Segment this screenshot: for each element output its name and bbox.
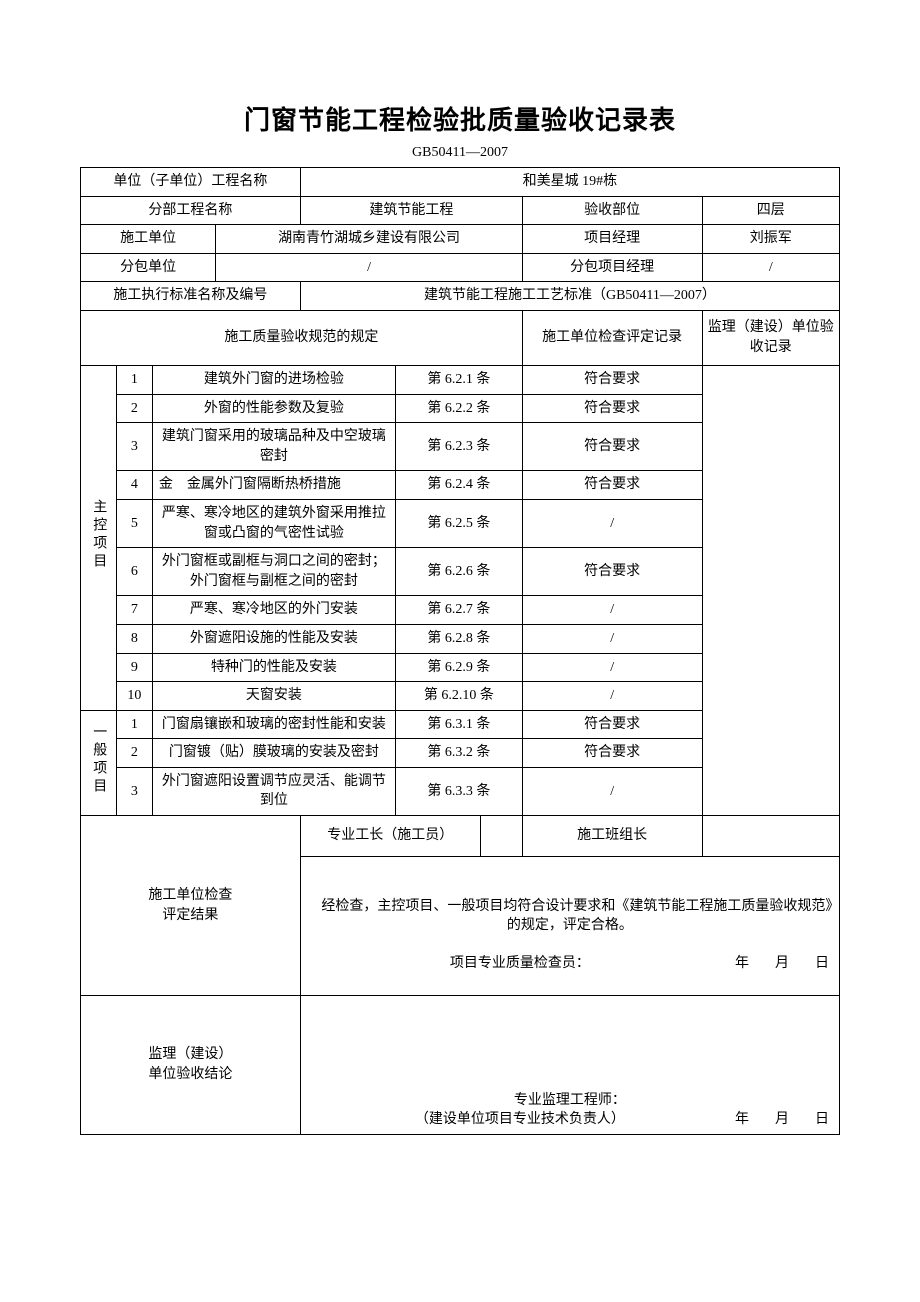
m4-result: 符合要求: [522, 471, 702, 500]
g3-desc: 外门窗遮阳设置调节应灵活、能调节到位: [152, 767, 395, 815]
sub-project-manager-label: 分包项目经理: [522, 253, 702, 282]
exec-standard-value: 建筑节能工程施工工艺标准（GB50411—2007）: [300, 282, 839, 311]
g3-result: /: [522, 767, 702, 815]
m6-desc: 外门窗框或副框与洞口之间的密封；外门窗框与副框之间的密封: [152, 548, 395, 596]
subcontractor-value: /: [216, 253, 523, 282]
supervision-signer2: （建设单位项目专业技术负责人）: [415, 1112, 625, 1127]
m6-result: 符合要求: [522, 548, 702, 596]
g3-clause: 第 6.3.3 条: [395, 767, 522, 815]
g1-no: 1: [116, 710, 152, 739]
eval-label-cell: 施工单位检查 评定结果: [81, 816, 301, 996]
m1-desc: 建筑外门窗的进场检验: [152, 365, 395, 394]
m7-no: 7: [116, 596, 152, 625]
m10-no: 10: [116, 682, 152, 711]
standard-code: GB50411—2007: [80, 145, 840, 161]
m9-desc: 特种门的性能及安装: [152, 653, 395, 682]
m5-result: /: [522, 499, 702, 547]
master-label: 主控项目: [81, 365, 117, 710]
construction-unit-label: 施工单位: [81, 225, 216, 254]
project-manager-label: 项目经理: [522, 225, 702, 254]
team-leader-value: [702, 816, 839, 857]
unit-project-name-label: 单位（子单位）工程名称: [81, 168, 301, 197]
g2-result: 符合要求: [522, 739, 702, 768]
m8-result: /: [522, 624, 702, 653]
m4-desc: 金 金属外门窗隔断热桥措施: [152, 471, 395, 500]
subcontractor-label: 分包单位: [81, 253, 216, 282]
m8-desc: 外窗遮阳设施的性能及安装: [152, 624, 395, 653]
eval-label-1: 施工单位检查: [85, 886, 296, 906]
m10-clause: 第 6.2.10 条: [395, 682, 522, 711]
m10-desc: 天窗安装: [152, 682, 395, 711]
m4-clause: 第 6.2.4 条: [395, 471, 522, 500]
sub-project-name-value: 建筑节能工程: [300, 196, 522, 225]
m5-desc: 严寒、寒冷地区的建筑外窗采用推拉窗或凸窗的气密性试验: [152, 499, 395, 547]
g2-clause: 第 6.3.2 条: [395, 739, 522, 768]
m4-no: 4: [116, 471, 152, 500]
m2-no: 2: [116, 394, 152, 423]
eval-date: 年 月 日: [735, 954, 835, 974]
m1-no: 1: [116, 365, 152, 394]
m10-result: /: [522, 682, 702, 711]
main-table: 单位（子单位）工程名称 和美星城 19#栋 分部工程名称 建筑节能工程 验收部位…: [80, 167, 840, 1135]
m2-clause: 第 6.2.2 条: [395, 394, 522, 423]
col-spec: 施工质量验收规范的规定: [81, 310, 523, 365]
supervision-signer1: 专业监理工程师：: [305, 1091, 835, 1111]
construction-unit-value: 湖南青竹湖城乡建设有限公司: [216, 225, 523, 254]
foreman-label: 专业工长（施工员）: [300, 816, 480, 857]
m5-clause: 第 6.2.5 条: [395, 499, 522, 547]
g1-desc: 门窗扇镶嵌和玻璃的密封性能和安装: [152, 710, 395, 739]
m9-clause: 第 6.2.9 条: [395, 653, 522, 682]
m3-desc: 建筑门窗采用的玻璃品种及中空玻璃密封: [152, 423, 395, 471]
supervision-label-cell: 监理（建设） 单位验收结论: [81, 996, 301, 1135]
m7-result: /: [522, 596, 702, 625]
supervision-label-1: 监理（建设）: [85, 1045, 296, 1065]
supervision-text-cell: 专业监理工程师： （建设单位项目专业技术负责人） 年 月 日: [300, 996, 839, 1135]
eval-text: 经检查，主控项目、一般项目均符合设计要求和《建筑节能工程施工质量验收规范》的规定…: [305, 897, 835, 936]
m7-desc: 严寒、寒冷地区的外门安装: [152, 596, 395, 625]
exec-standard-label: 施工执行标准名称及编号: [81, 282, 301, 311]
document-title: 门窗节能工程检验批质量验收记录表: [80, 100, 840, 137]
eval-text-cell: 经检查，主控项目、一般项目均符合设计要求和《建筑节能工程施工质量验收规范》的规定…: [300, 857, 839, 996]
m3-clause: 第 6.2.3 条: [395, 423, 522, 471]
m8-clause: 第 6.2.8 条: [395, 624, 522, 653]
m9-no: 9: [116, 653, 152, 682]
foreman-value: [480, 816, 522, 857]
acceptance-part-value: 四层: [702, 196, 839, 225]
g2-no: 2: [116, 739, 152, 768]
eval-label-2: 评定结果: [85, 906, 296, 926]
general-label: 一般项目: [81, 710, 117, 815]
sub-project-manager-value: /: [702, 253, 839, 282]
m9-result: /: [522, 653, 702, 682]
m6-no: 6: [116, 548, 152, 596]
sub-project-name-label: 分部工程名称: [81, 196, 301, 225]
m2-result: 符合要求: [522, 394, 702, 423]
unit-project-name-value: 和美星城 19#栋: [300, 168, 839, 197]
g3-no: 3: [116, 767, 152, 815]
g1-result: 符合要求: [522, 710, 702, 739]
acceptance-part-label: 验收部位: [522, 196, 702, 225]
team-leader-label: 施工班组长: [522, 816, 702, 857]
col-check-record: 施工单位检查评定记录: [522, 310, 702, 365]
m5-no: 5: [116, 499, 152, 547]
eval-signer: 项目专业质量检查员：: [450, 956, 590, 971]
col-supervision-record: 监理（建设）单位验收记录: [702, 310, 839, 365]
m3-no: 3: [116, 423, 152, 471]
supervision-label-2: 单位验收结论: [85, 1065, 296, 1085]
project-manager-value: 刘振军: [702, 225, 839, 254]
m3-result: 符合要求: [522, 423, 702, 471]
m7-clause: 第 6.2.7 条: [395, 596, 522, 625]
g1-clause: 第 6.3.1 条: [395, 710, 522, 739]
supervision-date: 年 月 日: [735, 1110, 835, 1130]
supervision-record-cell: [702, 365, 839, 815]
m1-result: 符合要求: [522, 365, 702, 394]
m6-clause: 第 6.2.6 条: [395, 548, 522, 596]
g2-desc: 门窗镀（贴）膜玻璃的安装及密封: [152, 739, 395, 768]
m2-desc: 外窗的性能参数及复验: [152, 394, 395, 423]
m8-no: 8: [116, 624, 152, 653]
m1-clause: 第 6.2.1 条: [395, 365, 522, 394]
